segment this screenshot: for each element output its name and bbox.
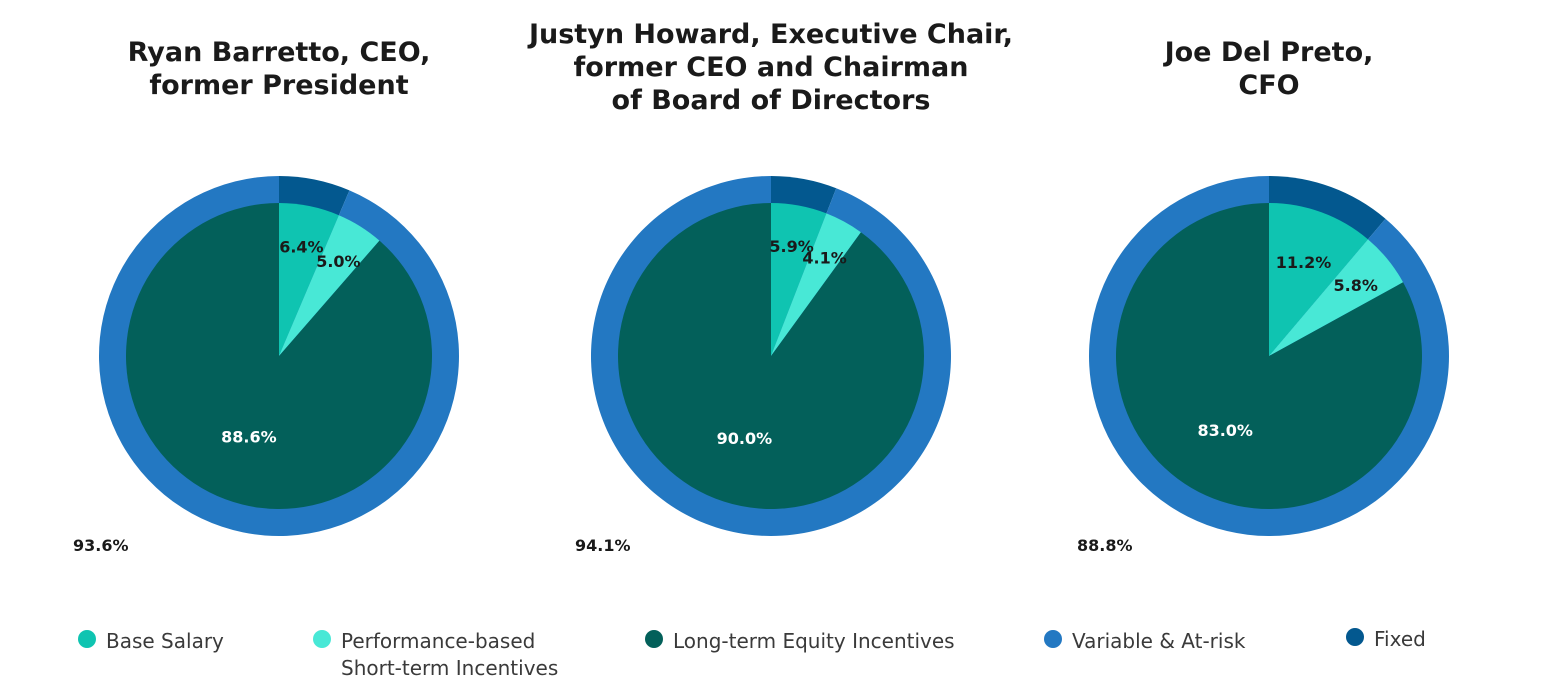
slice-label-base-salary: 6.4% <box>279 237 323 256</box>
legend-dot <box>313 630 331 648</box>
legend-label: Base Salary <box>106 629 224 653</box>
pie-chart: 5.9%4.1% 90.0% <box>590 175 951 536</box>
legend-dot <box>1044 630 1062 648</box>
legend-dot <box>78 630 96 648</box>
legend-dot <box>1346 628 1364 646</box>
slice-label-long-term-equity-incentives: 83.0% <box>1197 421 1253 440</box>
inner-slice-base-salary <box>1269 203 1368 356</box>
pie-chart: 11.2%5.8% 83.0% <box>1089 176 1450 537</box>
slice-label-performance-based-short-term-incentives: 5.8% <box>1334 276 1378 295</box>
chart-title: Joe Del Preto, CFO <box>1164 37 1374 101</box>
legend-item-variable-at-risk: Variable & At-risk <box>1044 628 1245 655</box>
inner-slice-long-term-equity-incentives <box>617 203 924 509</box>
slice-label-long-term-equity-incentives: 90.0% <box>717 429 773 448</box>
legend-label: Fixed <box>1374 627 1426 651</box>
inner-slice-base-salary <box>279 203 339 356</box>
inner-slice-long-term-equity-incentives <box>126 202 433 509</box>
chart-cfo: Joe Del Preto, CFO 11.2% 5.8% 83.0% 88.8% <box>1009 0 1529 600</box>
legend-dot <box>645 630 663 648</box>
legend-label: Long-term Equity Incentives <box>673 629 955 653</box>
inner-slice-base-salary <box>771 203 827 356</box>
legend-item-long-term-equity: Long-term Equity Incentives <box>645 628 955 655</box>
chart-title: Ryan Barretto, CEO, former President <box>127 37 431 101</box>
slice-label-performance-based-short-term-incentives: 4.1% <box>802 249 846 268</box>
legend-item-fixed: Fixed <box>1346 626 1426 653</box>
chart-ceo: Ryan Barretto, CEO, former President 6.4… <box>19 0 539 600</box>
slice-label-performance-based-short-term-incentives: 5.0% <box>316 252 360 271</box>
variable-at-risk-total-label: 88.8% <box>1077 536 1133 555</box>
variable-at-risk-total-label: 94.1% <box>575 536 631 555</box>
slice-label-long-term-equity-incentives: 88.6% <box>221 428 277 447</box>
inner-slice-long-term-equity-incentives <box>1115 203 1422 509</box>
legend-label: Variable & At-risk <box>1072 629 1246 653</box>
legend-item-base-salary: Base Salary <box>78 628 224 655</box>
inner-slice-performance-based-short-term-incentives <box>279 215 380 356</box>
legend-label: Performance-based Short-term Incentives <box>341 629 559 680</box>
chart-executive-chair: Justyn Howard, Executive Chair, former C… <box>511 0 1031 600</box>
legend-item-performance-sti: Performance-based Short-term Incentives <box>313 628 558 682</box>
legend: Base Salary Performance-based Short-term… <box>0 626 1560 697</box>
variable-at-risk-total-label: 93.6% <box>73 536 129 555</box>
chart-title: Justyn Howard, Executive Chair, former C… <box>528 19 1014 116</box>
slice-label-base-salary: 11.2% <box>1276 253 1332 272</box>
pie-chart: 6.4%5.0% 88.6% <box>98 176 459 536</box>
slice-label-base-salary: 5.9% <box>769 237 813 256</box>
inner-slice-performance-based-short-term-incentives <box>1269 239 1404 356</box>
inner-slice-performance-based-short-term-incentives <box>771 213 861 356</box>
